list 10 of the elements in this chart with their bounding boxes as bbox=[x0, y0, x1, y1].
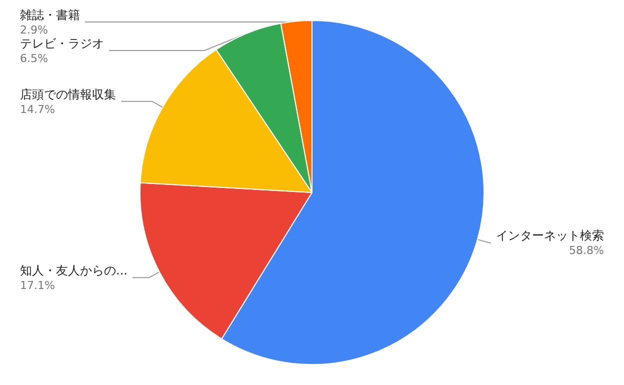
data-label: 58.8% bbox=[569, 244, 604, 258]
slice-label: 雑誌・書籍 bbox=[20, 8, 80, 22]
data-label: 17.1% bbox=[20, 279, 55, 292]
slice-label: インターネット検索 bbox=[496, 228, 604, 243]
slice-label: 知人・友人からの... bbox=[20, 264, 128, 278]
slice-label: 店頭での情報収集 bbox=[20, 87, 116, 102]
data-label: 6.5% bbox=[20, 52, 48, 65]
data-label: 14.7% bbox=[20, 102, 55, 116]
slice-label: テレビ・ラジオ bbox=[20, 36, 104, 50]
data-label: 2.9% bbox=[20, 24, 48, 36]
